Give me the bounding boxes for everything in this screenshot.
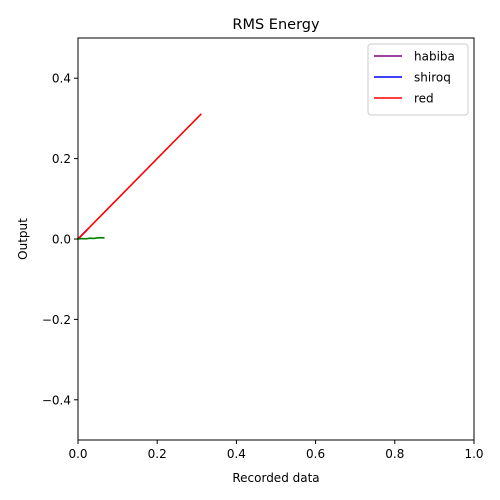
ticks-layer: 0.0 0.2 0.4 0.6 0.8 1.0 −0.4 −0.2 0.0 0.2 0.4	[42, 72, 484, 461]
legend-label-shiroq: shiroq	[414, 71, 451, 85]
y-tick-label: −0.4	[42, 393, 71, 407]
x-tick-label: 1.0	[464, 447, 483, 461]
x-axis-title: Recorded data	[232, 471, 319, 485]
x-tick-label: 0.8	[385, 447, 404, 461]
x-tick-label: 0.4	[227, 447, 246, 461]
legend-label-habiba: habiba	[414, 50, 455, 64]
x-tick-label: 0.6	[306, 447, 325, 461]
y-tick-label: 0.0	[52, 233, 71, 247]
y-tick-label: −0.2	[42, 313, 71, 327]
y-axis-title: Output	[16, 218, 30, 260]
x-tick-label: 0.2	[148, 447, 167, 461]
series-line-series-4	[77, 236, 105, 240]
series-line-red	[76, 113, 202, 241]
legend-label-red: red	[414, 92, 434, 106]
y-tick-label: 0.2	[52, 152, 71, 166]
chart-title: RMS Energy	[232, 17, 320, 33]
plot-layer	[76, 113, 202, 241]
legend: habiba shiroq red	[367, 43, 469, 116]
x-tick-label: 0.0	[68, 447, 87, 461]
y-tick-label: 0.4	[52, 72, 71, 86]
